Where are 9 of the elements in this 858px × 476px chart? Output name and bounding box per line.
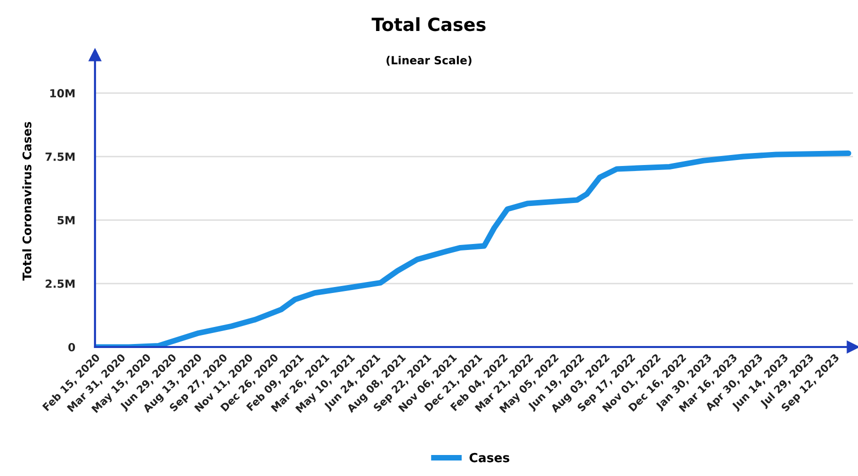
y-axis-title: Total Coronavirus Cases <box>22 122 32 281</box>
y-tick-label: 0 <box>68 342 76 352</box>
y-tick-label: 7.5M <box>46 152 75 161</box>
y-tick-label: 10M <box>50 89 75 98</box>
y-tick-label: 2.5M <box>46 279 75 288</box>
chart-subtitle: (Linear Scale) <box>386 56 472 66</box>
y-tick-label: 5M <box>58 216 75 224</box>
chart-title: Total Cases <box>372 17 486 32</box>
legend-label: Cases <box>470 452 510 462</box>
